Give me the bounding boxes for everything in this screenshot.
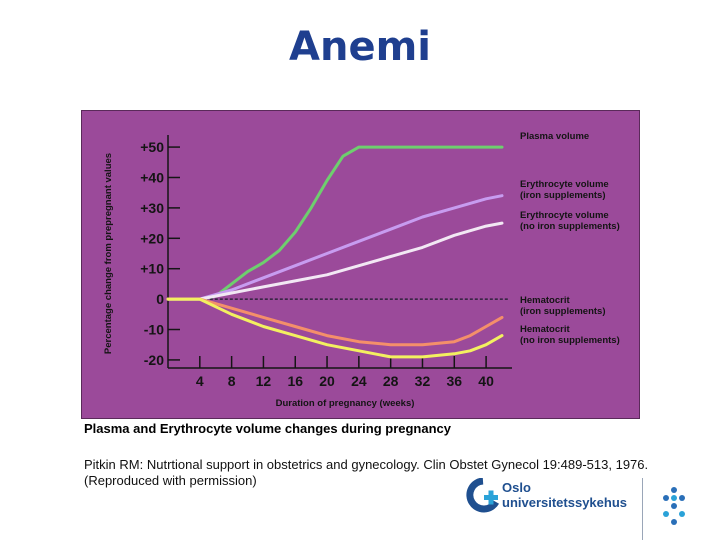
x-tick-label: 16 (287, 373, 303, 389)
citation-line-1: Pitkin RM: Nutrtional support in obstetr… (84, 457, 649, 472)
series-label: (no iron supplements) (520, 335, 620, 346)
series-line-1 (166, 145, 504, 301)
y-tick-label: 0 (156, 291, 164, 307)
x-tick-label: 32 (415, 373, 431, 389)
series-label: Erythrocyte volume (520, 210, 609, 221)
cross-logo-icon (466, 478, 500, 513)
y-tick-label: -10 (144, 322, 164, 338)
x-tick-label: 20 (319, 373, 335, 389)
x-tick-label: 8 (228, 373, 236, 389)
series-line-2 (166, 194, 504, 301)
logo-line-1: Oslo (502, 480, 531, 495)
citation-line-2: (Reproduced with permission) (84, 473, 257, 488)
slide-title: Anemi (289, 24, 431, 70)
x-axis-title: Duration of pregnancy (weeks) (276, 398, 415, 409)
y-tick-label: +20 (140, 230, 164, 246)
hospital-logo: Oslo universitetssykehus (466, 476, 706, 540)
series-label: Plasma volume (520, 131, 589, 142)
y-tick-label: +40 (140, 169, 164, 185)
series-label: (no iron supplements) (520, 221, 620, 232)
chart-svg: +50 +40 +30 +20 +10 0 -10 -20 4 8 12 16 20 24 28 32 36 40… (103, 131, 620, 409)
series-label: Hematocrit (520, 295, 570, 306)
y-tick-label: +50 (140, 139, 164, 155)
dots-mark-icon (663, 487, 685, 525)
logo-divider (642, 478, 643, 540)
x-tick-label: 40 (478, 373, 494, 389)
x-tick-label: 12 (256, 373, 272, 389)
series-label: (iron supplements) (520, 306, 606, 317)
figure-caption: Plasma and Erythrocyte volume changes du… (84, 421, 451, 436)
chart-figure: +50 +40 +30 +20 +10 0 -10 -20 4 8 12 16 20 24 28 32 36 40… (81, 110, 640, 419)
x-tick-label: 24 (351, 373, 367, 389)
y-tick-label: -20 (144, 352, 164, 368)
x-tick-label: 36 (446, 373, 462, 389)
series-label: Erythrocyte volume (520, 179, 609, 190)
y-tick-label: +30 (140, 200, 164, 216)
citation: Pitkin RM: Nutrtional support in obstetr… (84, 457, 714, 489)
y-axis-title: Percentage change from prepregnant value… (103, 153, 114, 354)
y-tick-label: +10 (140, 261, 164, 277)
logo-line-2: universitetssykehus (502, 495, 628, 510)
series-line-5 (166, 297, 504, 359)
series-label: (iron supplements) (520, 190, 606, 201)
series-line-4 (166, 297, 504, 347)
x-tick-label: 4 (196, 373, 204, 389)
x-tick-label: 28 (383, 373, 399, 389)
series-label: Hematocrit (520, 324, 570, 335)
series-line-3 (166, 221, 504, 301)
